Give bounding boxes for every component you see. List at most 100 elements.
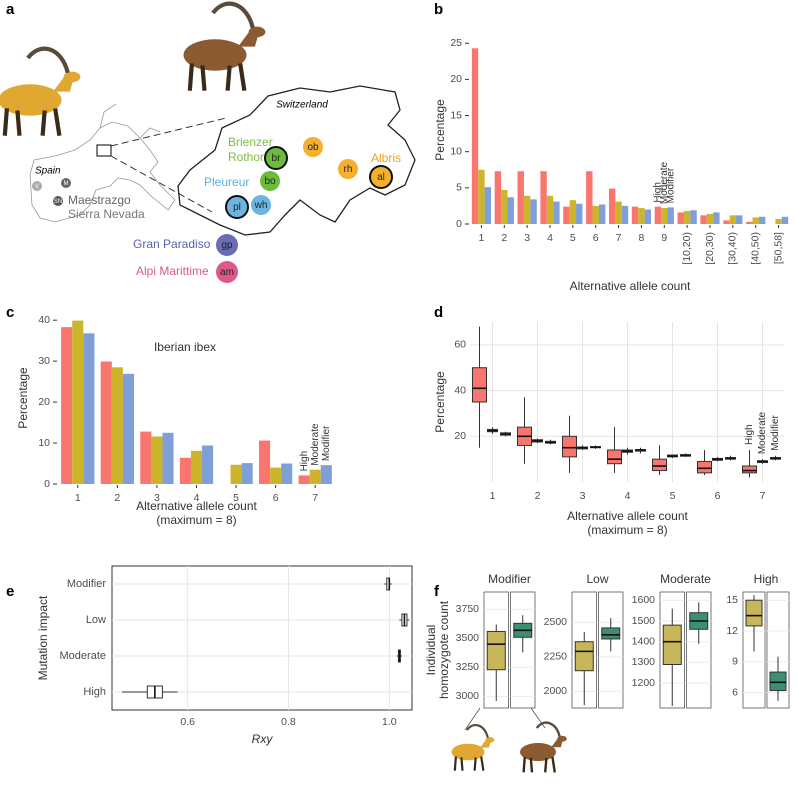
bar (586, 171, 593, 224)
box (574, 641, 594, 672)
x-tick-label: 5 (570, 232, 576, 244)
bar (563, 206, 570, 224)
bar (677, 212, 684, 224)
map-label: Spain (35, 166, 61, 177)
x-tick-label: [50,58] (772, 232, 784, 264)
map-label: Maestrazgo (68, 193, 131, 207)
y-tick-label: 40 (38, 314, 50, 326)
x-tick-label: 7 (616, 232, 622, 244)
x-axis-label: Alternative allele count (136, 499, 257, 513)
y-tick-label: 15 (450, 109, 462, 121)
site-code: br (272, 153, 282, 164)
map-label: Brienzer (228, 135, 273, 149)
legend-label: Moderate (659, 161, 670, 204)
y-tick-label: 1200 (632, 677, 656, 689)
site-code: bo (264, 176, 276, 187)
y-tick-label: 10 (38, 437, 50, 449)
y-tick-label: 30 (38, 355, 50, 367)
y-tick-label: 3250 (456, 661, 480, 673)
x-tick-label: 9 (661, 232, 667, 244)
x-tick-label: 1.0 (382, 716, 397, 728)
x-tick-label: 4 (547, 232, 553, 244)
x-tick-label: [20,30) (704, 232, 716, 265)
bar (706, 213, 714, 224)
bar (259, 440, 271, 484)
y-tick-label: 9 (732, 656, 738, 668)
site-marker (303, 137, 323, 157)
y-tick-label: Modifier (67, 578, 106, 590)
bar (122, 373, 134, 484)
strip-label: High (754, 572, 779, 586)
bar (162, 432, 174, 484)
map-label: Switzerland (276, 100, 328, 111)
legend-label: High (744, 424, 755, 445)
y-tick-label: 3750 (456, 603, 480, 615)
bar (598, 204, 606, 224)
bar (501, 190, 508, 224)
bar (61, 327, 73, 484)
legend-label: Modifier (665, 167, 676, 203)
x-tick-label: 0.8 (281, 716, 296, 728)
bar (484, 187, 492, 224)
y-tick-label: High (83, 686, 106, 698)
panel-letter: c (6, 304, 14, 321)
site-marker (338, 159, 358, 179)
bar (569, 200, 577, 224)
bar (111, 367, 123, 484)
bar (546, 195, 554, 224)
bar (723, 220, 730, 224)
bar (540, 171, 547, 224)
bar (202, 445, 214, 484)
bar (494, 171, 502, 224)
y-tick-label: 6 (732, 686, 738, 698)
x-axis-label: Alternative allele count (570, 279, 691, 293)
x-tick-label: 3 (524, 232, 530, 244)
connector (530, 707, 546, 729)
map-label: Rothorn (228, 150, 271, 164)
bar (553, 201, 560, 224)
bar (746, 221, 753, 224)
x-tick-label: 7 (760, 490, 766, 502)
y-tick-label: 15 (726, 594, 738, 606)
x-tick-label: 6 (273, 492, 279, 504)
ibex-illustration (520, 721, 567, 773)
ibex-illustration (0, 46, 81, 137)
zoom-line (110, 155, 213, 213)
x-tick-label: 4 (194, 492, 200, 504)
x-tick-label: 4 (625, 490, 631, 502)
x-tick-label: 2 (114, 492, 120, 504)
y-tick-label: 25 (450, 37, 462, 49)
x-tick-label: 1 (75, 492, 81, 504)
x-tick-label: [30,40) (727, 232, 739, 265)
panel-letter: a (6, 1, 15, 18)
bar (83, 333, 95, 484)
bar (729, 215, 737, 224)
ibex-illustration (183, 1, 266, 92)
site-marker (32, 181, 42, 191)
box (601, 627, 621, 640)
bar (752, 217, 759, 224)
site-code: wh (254, 200, 268, 211)
bar (700, 215, 707, 224)
alps-box (96, 144, 112, 157)
box (742, 465, 757, 474)
bar (631, 206, 639, 224)
site-code: M (64, 181, 69, 187)
strip-label: Modifier (488, 572, 531, 586)
map-label: Sierra Nevada (68, 207, 145, 221)
x-tick-label: 2 (535, 490, 541, 502)
panel-letter: f (434, 583, 440, 600)
box (607, 449, 622, 465)
panel-letter: e (6, 583, 14, 600)
y-tick-label: Low (86, 614, 106, 626)
x-tick-label: 0.6 (180, 716, 195, 728)
y-axis-label: homozygote count (437, 600, 451, 699)
bar (140, 431, 152, 484)
connector (464, 707, 481, 731)
bar (608, 188, 616, 224)
bar (507, 197, 514, 224)
site-code: ob (307, 142, 319, 153)
legend-label: High (653, 182, 664, 203)
bar (320, 465, 332, 484)
y-tick-label: 0 (456, 218, 462, 230)
